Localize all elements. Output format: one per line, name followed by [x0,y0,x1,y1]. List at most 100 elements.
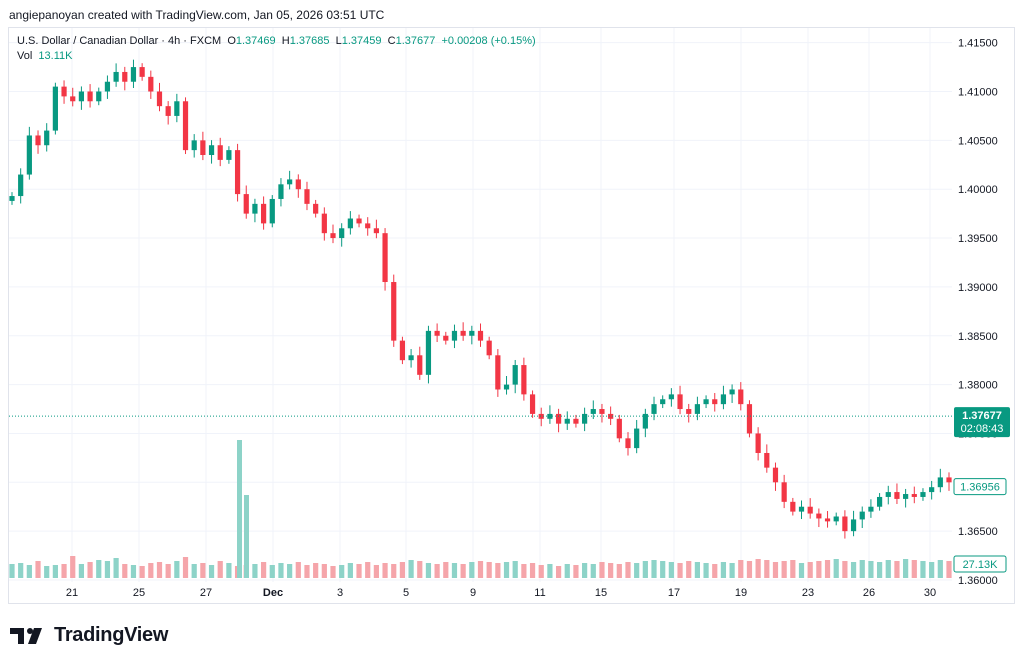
volume-bar [738,560,744,578]
x-tick-label: 26 [863,587,875,599]
candle-body [148,76,154,92]
candle-body [451,330,458,341]
volume-bar [503,562,510,578]
volume-bar [269,565,275,578]
candle-body [339,228,345,239]
candle-body [599,409,605,414]
volume-bar [373,565,379,578]
candle-body [460,330,466,336]
x-tick-label: 23 [802,587,814,599]
candle-body [625,438,631,449]
candle-body [946,477,952,483]
volume-bar [174,561,180,578]
volume-bar [764,560,770,578]
candle-body [538,413,544,419]
candle-body [434,330,440,336]
x-tick-label: 15 [595,587,607,599]
candle-body [616,418,622,439]
volume-bar [9,564,15,578]
candle-body [512,365,518,385]
volume-bar [651,560,657,578]
volume-bar [443,562,449,578]
x-tick-label: 21 [66,587,78,599]
chart-frame [8,27,1015,604]
candle-body [712,399,718,405]
volume-bar [365,562,371,578]
volume-bar [156,562,163,578]
volume-bar [625,562,631,578]
candle-body [165,106,171,116]
volume-bar [859,560,865,578]
volume-bar [521,564,527,578]
candle-body [807,506,813,514]
volume-bar [885,560,891,578]
close-value: 1.37677 [395,35,436,47]
volume-bar [96,560,102,578]
change-value: +0.00208 (+0.15%) [441,35,536,47]
candle-body [911,494,917,497]
volume-bar [330,566,336,578]
candle-body [790,501,796,512]
candle-body [894,492,900,499]
volume-bar [703,563,709,578]
candle-body [469,330,475,336]
volume-bar [816,561,822,578]
volume-bar [772,562,779,578]
volume-bar [850,562,857,578]
volume-bar [391,564,397,578]
candle-body [920,492,926,497]
volume-tag [953,555,1007,573]
candle-body [824,518,831,522]
axes: 1.41500 1.41000 1.40500 1.40000 1.39500 1.390… [66,38,998,599]
candle-body [660,399,666,405]
volume-bar [52,565,58,578]
volume-bar [182,557,189,578]
candle-body [104,81,111,92]
candle-body [573,418,579,424]
y-tick-label: 1.41000 [958,87,998,99]
volume-bar [460,564,466,578]
volume-label: Vol [17,50,33,62]
marker-price-label: 1.36956 [960,482,1000,494]
candle-body [356,218,362,224]
candle-body [668,394,674,400]
tradingview-logo[interactable]: TradingView [10,624,168,647]
x-tick-label: 19 [735,587,747,599]
candle-body [382,233,388,283]
open-value: 1.37469 [235,35,276,47]
y-tick-label: 1.40500 [958,135,998,147]
candle-body [330,233,336,239]
volume-bar [555,566,562,578]
volume-bar [339,565,345,578]
candle-body [495,355,501,390]
volume-bar [668,562,674,578]
high-label: H [281,35,290,47]
volume-bar [824,560,831,578]
candle-body [208,145,215,156]
candle-body [425,330,432,375]
volume-bar [590,564,596,578]
volume-bar [538,565,544,578]
x-tick-label: 25 [133,587,145,599]
volume-bar [252,564,258,578]
brand-name: TradingView [54,624,169,646]
symbol-title: U.S. Dollar / Canadian Dollar · 4h · FXC… [17,35,222,47]
low-value: 1.37459 [341,35,382,47]
volume-bar [165,564,171,578]
candle-body [608,413,614,419]
y-tick-label: 1.36500 [958,526,998,538]
candle-body [156,91,163,107]
candle-body [87,91,93,102]
volume-tag-label: 27.13K [963,559,999,571]
volume-bar [148,563,154,578]
volume-bar [729,563,735,578]
candle-body [278,184,284,199]
volume-bar-spike [237,440,242,578]
volume-bar [113,558,119,578]
candle-body [295,179,301,190]
volume-bar [122,564,128,578]
candle-body [365,223,371,229]
candle-body [443,335,449,341]
